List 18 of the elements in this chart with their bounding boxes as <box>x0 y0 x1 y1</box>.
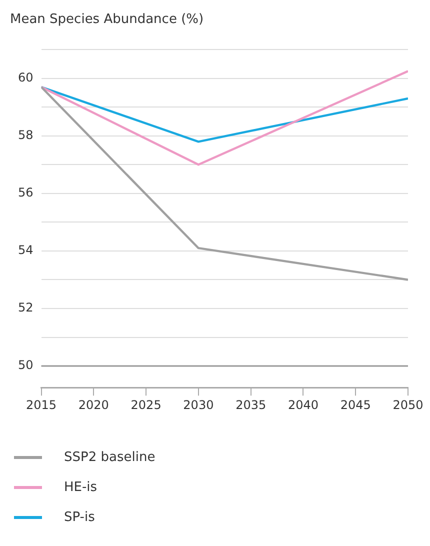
y-tick-label: 50 <box>18 358 34 372</box>
x-tick-label: 2020 <box>78 398 109 412</box>
y-tick-label: 60 <box>18 70 34 84</box>
chart-title: Mean Species Abundance (%) <box>10 12 204 28</box>
y-tick-label: 58 <box>18 128 34 142</box>
x-tick-label: 2040 <box>288 398 318 412</box>
x-tick-label: 2050 <box>392 398 424 412</box>
x-tick-label: 2045 <box>340 398 371 412</box>
legend-label: SP-is <box>64 510 95 524</box>
x-tick-label: 2035 <box>236 398 266 412</box>
x-tick-label: 2015 <box>26 398 57 412</box>
y-tick-label: 56 <box>18 186 34 200</box>
legend-label: SSP2 baseline <box>64 450 156 464</box>
x-tick-label: 2025 <box>130 398 162 412</box>
legend-label: HE-is <box>64 480 98 494</box>
y-tick-label: 52 <box>18 300 34 315</box>
y-tick-label: 54 <box>18 243 34 258</box>
x-tick-label: 2030 <box>183 398 214 412</box>
